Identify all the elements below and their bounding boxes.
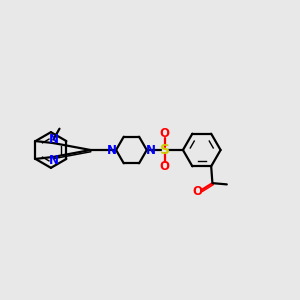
Text: N: N <box>49 154 58 167</box>
Text: N: N <box>146 143 156 157</box>
Text: S: S <box>160 143 170 157</box>
Text: O: O <box>160 128 170 140</box>
Text: O: O <box>160 160 170 172</box>
Text: N: N <box>49 133 58 146</box>
Text: O: O <box>192 185 202 198</box>
Text: N: N <box>107 143 117 157</box>
